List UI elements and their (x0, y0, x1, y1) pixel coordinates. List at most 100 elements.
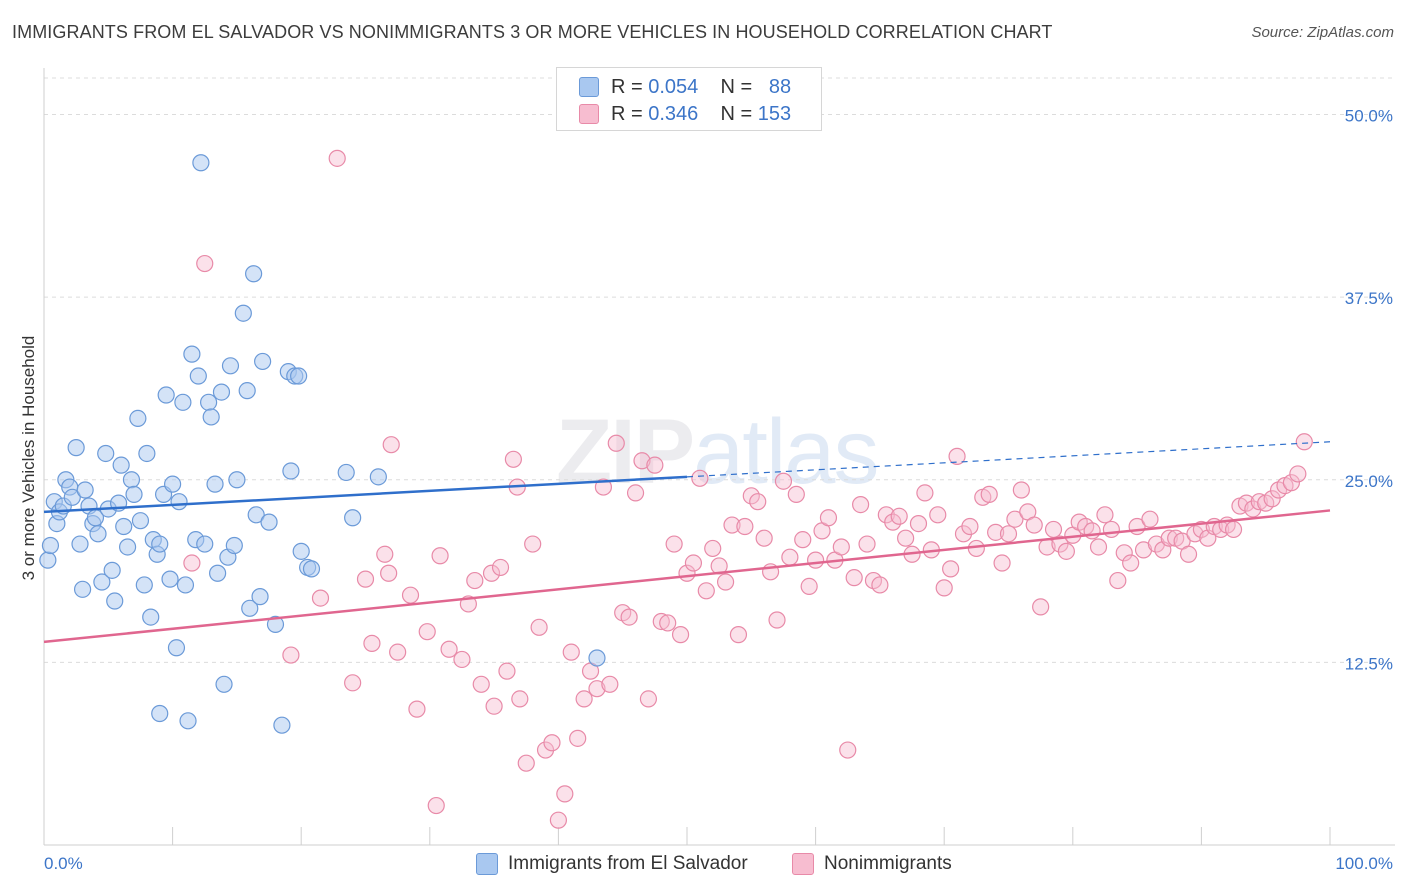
data-point-el-salvador (247, 506, 265, 524)
data-point-nonimmigrants (858, 535, 876, 553)
data-point-el-salvador (215, 675, 233, 693)
data-point-el-salvador (176, 576, 195, 594)
data-point-nonimmigrants (897, 529, 915, 547)
data-point-el-salvador (151, 704, 169, 723)
data-point-nonimmigrants (482, 564, 501, 582)
y-tick-label: 25.0% (1345, 472, 1393, 491)
data-point-nonimmigrants (440, 640, 458, 658)
bottom-legend-label-series2: Nonimmigrants (824, 853, 952, 874)
watermark: ZIPatlas (556, 400, 879, 505)
data-point-nonimmigrants (852, 495, 870, 514)
data-point-nonimmigrants (1179, 545, 1198, 563)
data-point-nonimmigrants (511, 690, 529, 708)
data-point-el-salvador (189, 367, 207, 385)
trend-line-nonimmigrants (43, 509, 1331, 644)
legend-swatch-blue (579, 77, 599, 97)
data-point-nonimmigrants (569, 729, 587, 747)
data-point-nonimmigrants (1122, 554, 1140, 572)
data-point-el-salvador (254, 352, 272, 371)
data-point-nonimmigrants (697, 582, 715, 600)
data-point-nonimmigrants (890, 507, 908, 525)
data-point-nonimmigrants (491, 558, 510, 577)
data-point-nonimmigrants (427, 796, 445, 815)
data-point-el-salvador (241, 599, 259, 617)
data-point-nonimmigrants (1282, 474, 1301, 492)
data-point-el-salvador (282, 462, 300, 480)
data-point-nonimmigrants (1057, 542, 1075, 560)
data-point-el-salvador (196, 535, 214, 553)
trend-line-el-salvador (43, 475, 688, 514)
legend-n-value: 153 (757, 102, 792, 125)
data-point-nonimmigrants (282, 646, 300, 664)
data-point-el-salvador (131, 512, 150, 530)
y-tick-label: 37.5% (1345, 289, 1393, 308)
data-point-el-salvador (138, 444, 156, 463)
data-point-nonimmigrants (736, 517, 754, 536)
data-point-nonimmigrants (453, 650, 471, 669)
data-point-nonimmigrants (401, 586, 420, 604)
data-point-nonimmigrants (639, 690, 658, 708)
data-point-nonimmigrants (588, 680, 606, 698)
data-point-nonimmigrants (819, 509, 838, 527)
data-point-nonimmigrants (376, 545, 394, 563)
data-point-nonimmigrants (1141, 510, 1159, 528)
data-point-el-salvador (225, 536, 243, 555)
data-point-nonimmigrants (1289, 465, 1307, 483)
data-point-el-salvador (209, 564, 227, 582)
data-point-nonimmigrants (524, 535, 542, 553)
data-point-el-salvador (73, 580, 92, 598)
data-point-el-salvador (129, 409, 147, 428)
data-point-el-salvador (183, 345, 201, 363)
data-point-el-salvador (164, 475, 182, 493)
data-point-nonimmigrants (380, 564, 398, 582)
data-point-nonimmigrants (530, 618, 548, 636)
legend-n-label: N = (720, 102, 753, 125)
data-point-nonimmigrants (646, 456, 664, 474)
data-point-nonimmigrants (472, 675, 490, 693)
data-point-nonimmigrants (1237, 494, 1256, 512)
data-point-nonimmigrants (774, 472, 793, 490)
data-point-nonimmigrants (749, 493, 767, 511)
data-point-el-salvador (202, 408, 220, 426)
bottom-legend-series2: Nonimmigrants (792, 851, 952, 877)
bottom-legend-label-series1: Immigrants from El Salvador (508, 853, 748, 874)
data-point-el-salvador (292, 542, 310, 560)
data-point-nonimmigrants (1250, 493, 1268, 511)
data-point-nonimmigrants (1224, 520, 1243, 539)
data-point-nonimmigrants (768, 611, 786, 629)
data-point-el-salvador (588, 649, 606, 667)
x-tick-label: 0.0% (44, 854, 83, 873)
data-point-nonimmigrants (363, 634, 381, 652)
bottom-legend-series1: Immigrants from El Salvador (476, 851, 748, 877)
data-point-nonimmigrants (704, 539, 722, 558)
legend-r-value: 0.346 (648, 102, 699, 125)
data-point-el-salvador (161, 570, 179, 588)
data-point-el-salvador (302, 560, 321, 578)
data-point-el-salvador (167, 639, 186, 657)
data-point-nonimmigrants (389, 643, 407, 661)
data-point-nonimmigrants (607, 434, 625, 452)
data-point-nonimmigrants (575, 690, 593, 708)
data-point-nonimmigrants (196, 254, 214, 273)
data-point-nonimmigrants (356, 570, 375, 588)
data-point-nonimmigrants (723, 516, 741, 534)
x-tick-label: 100.0% (1335, 854, 1393, 873)
data-point-nonimmigrants (839, 741, 857, 759)
legend-swatch-pink (579, 104, 599, 124)
data-point-nonimmigrants (942, 560, 960, 578)
data-point-el-salvador (245, 265, 263, 283)
data-point-el-salvador (39, 551, 57, 569)
data-point-el-salvador (63, 488, 81, 506)
data-point-nonimmigrants (1160, 529, 1178, 547)
data-point-el-salvador (192, 154, 210, 172)
data-point-nonimmigrants (344, 674, 362, 692)
y-axis-title: 3 or more Vehicles in Household (19, 336, 38, 581)
data-point-nonimmigrants (729, 626, 748, 644)
data-point-nonimmigrants (504, 450, 522, 468)
data-point-nonimmigrants (1096, 506, 1114, 524)
data-point-nonimmigrants (1032, 598, 1050, 616)
data-point-el-salvador (89, 525, 107, 543)
data-point-el-salvador (260, 513, 278, 531)
chart-title: IMMIGRANTS FROM EL SALVADOR VS NONIMMIGR… (12, 22, 1053, 42)
